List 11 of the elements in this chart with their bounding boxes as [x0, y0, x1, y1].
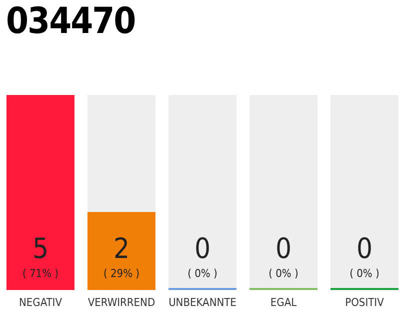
x-tick-label: POSITIV	[345, 296, 384, 309]
x-tick-label: UNBEKANNTE	[168, 296, 236, 309]
x-tick-label: VERWIRREND	[88, 296, 156, 309]
data-label: 5 ( 71% )	[22, 232, 59, 280]
data-label: 0 ( 0% )	[268, 232, 298, 280]
data-label: 0 ( 0% )	[188, 232, 218, 280]
chart-title: 034470	[6, 1, 136, 42]
data-label: 0 ( 0% )	[350, 232, 380, 280]
data-label: 2 ( 29% )	[103, 232, 140, 280]
x-tick-label: EGAL	[270, 296, 298, 309]
x-tick-label: NEGATIV	[19, 296, 62, 309]
